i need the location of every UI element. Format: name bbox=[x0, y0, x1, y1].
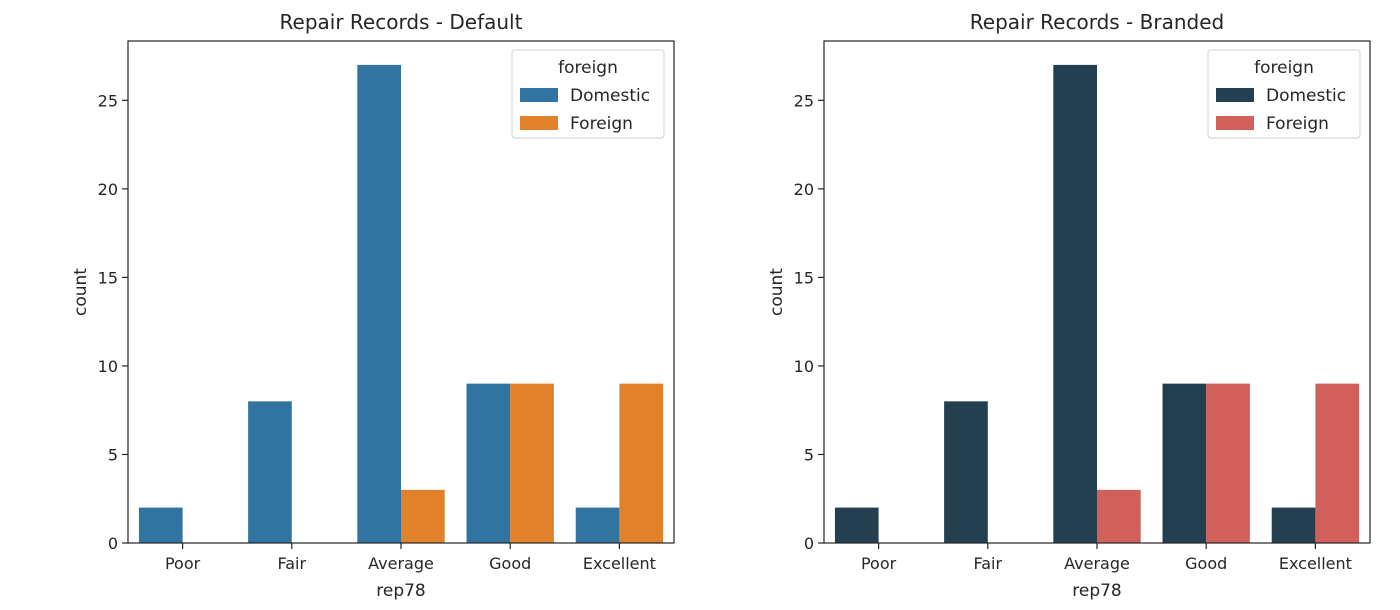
legend-label-domestic: Domestic bbox=[570, 86, 650, 106]
bar-domestic-poor bbox=[138, 507, 183, 543]
bar-domestic-fair bbox=[248, 401, 292, 543]
bar-domestic-excellent bbox=[1271, 507, 1316, 543]
bar-domestic-good bbox=[1162, 383, 1207, 543]
legend-label-foreign: Foreign bbox=[570, 114, 633, 134]
x-tick-label: Good bbox=[489, 554, 531, 573]
x-tick-label: Poor bbox=[861, 554, 897, 573]
y-tick-label: 10 bbox=[98, 357, 118, 376]
y-tick-label: 5 bbox=[108, 445, 118, 464]
legend-swatch-domestic bbox=[520, 88, 558, 102]
chart-title: Repair Records - Branded bbox=[970, 10, 1224, 34]
legend: foreign Domestic Foreign bbox=[1207, 49, 1361, 139]
bar-foreign-average bbox=[1097, 489, 1141, 543]
x-tick-label: Poor bbox=[165, 554, 201, 573]
bar-foreign-excellent bbox=[619, 383, 664, 543]
bar-domestic-fair bbox=[944, 401, 988, 543]
bar-domestic-average bbox=[357, 64, 401, 544]
x-tick-label: Excellent bbox=[1279, 554, 1352, 573]
y-tick-label: 25 bbox=[98, 91, 118, 110]
y-tick-label: 0 bbox=[108, 534, 118, 553]
x-axis-label: rep78 bbox=[376, 581, 426, 601]
y-tick-label: 5 bbox=[804, 445, 814, 464]
bar-domestic-excellent bbox=[575, 507, 620, 543]
legend-label-foreign: Foreign bbox=[1266, 114, 1329, 134]
bar-domestic-good bbox=[466, 383, 511, 543]
y-tick-label: 10 bbox=[794, 357, 814, 376]
legend-title: foreign bbox=[558, 58, 618, 78]
x-tick-label: Excellent bbox=[583, 554, 656, 573]
y-tick-label: 15 bbox=[98, 268, 118, 287]
legend-label-domestic: Domestic bbox=[1266, 86, 1346, 106]
x-tick-label: Fair bbox=[278, 554, 307, 573]
x-tick-label: Fair bbox=[974, 554, 1003, 573]
bar-domestic-poor bbox=[834, 507, 879, 543]
bar-foreign-average bbox=[401, 489, 445, 543]
bar-foreign-excellent bbox=[1315, 383, 1360, 543]
y-tick-label: 20 bbox=[98, 180, 118, 199]
chart-panel-2: Repair Records - Branded 0 5 10 15 20 25 Poor Fa… bbox=[767, 10, 1371, 601]
legend-swatch-foreign bbox=[520, 116, 558, 130]
y-tick-label: 0 bbox=[804, 534, 814, 553]
legend: foreign Domestic Foreign bbox=[511, 49, 665, 139]
bar-domestic-average bbox=[1053, 64, 1097, 544]
chart-title: Repair Records - Default bbox=[280, 10, 523, 34]
y-tick-label: 20 bbox=[794, 180, 814, 199]
y-axis-label: count bbox=[71, 268, 91, 316]
legend-swatch-foreign bbox=[1216, 116, 1254, 130]
bar-foreign-good bbox=[510, 383, 554, 543]
legend-title: foreign bbox=[1254, 58, 1314, 78]
x-axis-label: rep78 bbox=[1072, 581, 1122, 601]
x-tick-label: Average bbox=[1064, 554, 1130, 573]
x-tick-label: Average bbox=[368, 554, 434, 573]
legend-swatch-domestic bbox=[1216, 88, 1254, 102]
bar-foreign-good bbox=[1206, 383, 1250, 543]
y-axis-label: count bbox=[767, 268, 787, 316]
x-tick-label: Good bbox=[1185, 554, 1227, 573]
y-tick-label: 25 bbox=[794, 91, 814, 110]
y-tick-label: 15 bbox=[794, 268, 814, 287]
chart-panel-1: Repair Records - Default 0 5 10 15 20 25 Poor Fa… bbox=[71, 10, 675, 601]
